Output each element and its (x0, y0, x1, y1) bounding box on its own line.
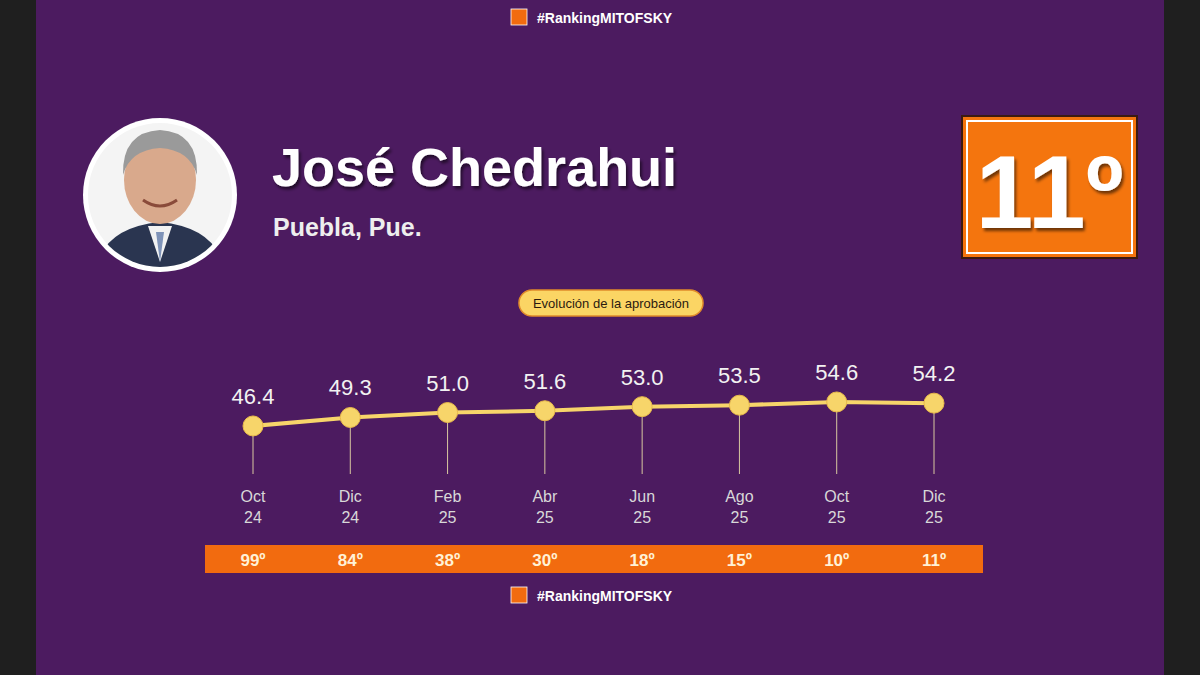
category-line: Feb (434, 488, 462, 505)
outer-background (0, 0, 1200, 675)
category-line: Jun (629, 488, 655, 505)
title-pill: Evolución de la aprobación (519, 290, 703, 316)
data-label: 46.4 (232, 384, 275, 409)
marker (340, 407, 360, 427)
ranks-bar: 99º 84º 38º 30º 18º 15º 10º 11º (205, 545, 983, 573)
rank-label: 10º (824, 551, 849, 570)
category-line: 24 (244, 509, 262, 526)
hashtag-square (511, 9, 527, 25)
hair (123, 130, 197, 175)
marker (729, 395, 749, 415)
data-label: 53.5 (718, 363, 761, 388)
category-label: Oct 25 (824, 488, 849, 526)
category-line: Ago (725, 488, 754, 505)
chart-title: Evolución de la aprobación (533, 296, 689, 311)
data-labels: 46.4 49.3 51.0 51.6 53.0 53.5 54.6 54.2 (232, 360, 956, 409)
rank-label: 99º (240, 551, 265, 570)
rank-label: 38º (435, 551, 460, 570)
hashtag: #RankingMITOFSKY (511, 9, 673, 26)
rank: 11º (976, 134, 1124, 250)
hashtag: #RankingMITOFSKY (511, 587, 673, 604)
rank-label: 30º (532, 551, 557, 570)
marker (632, 397, 652, 417)
category-label: Oct 24 (241, 488, 266, 526)
rank-box-border (967, 121, 1132, 253)
category-line: 25 (925, 509, 943, 526)
category-line: Dic (339, 488, 362, 505)
data-label: 54.6 (815, 360, 858, 385)
location: Puebla, Pue. (273, 213, 422, 241)
data-label: 54.2 (913, 361, 956, 386)
smile (143, 200, 177, 206)
category-line: 25 (731, 509, 749, 526)
category-line: Abr (532, 488, 558, 505)
marker (924, 393, 944, 413)
marker (535, 401, 555, 421)
rank-label: 11º (922, 551, 946, 570)
category-line: 25 (828, 509, 846, 526)
photo-inner (80, 115, 240, 275)
data-label: 49.3 (329, 375, 372, 400)
category-label: Abr 25 (532, 488, 558, 526)
marker (243, 416, 263, 436)
hashtag-text: #RankingMITOFSKY (537, 10, 673, 26)
category-line: Oct (241, 488, 266, 505)
category-line: 25 (439, 509, 457, 526)
suit (95, 222, 225, 275)
marker (438, 403, 458, 423)
category-line: Oct (824, 488, 849, 505)
category-line: 24 (341, 509, 359, 526)
photo-ground (80, 115, 240, 275)
rank-box: 11º (962, 116, 1137, 258)
panel-background (36, 0, 1164, 675)
rank-label: 15º (727, 551, 752, 570)
category-line: 25 (633, 509, 651, 526)
tie (156, 232, 164, 262)
drop-line (836, 402, 837, 474)
category-label: Dic 24 (339, 488, 362, 526)
photo (80, 115, 240, 275)
pill (519, 290, 703, 316)
canvas: #RankingMITOFSKY José Chedrahui Puebla, Pu… (0, 0, 1200, 675)
rank-label: 18º (630, 551, 655, 570)
category-label: Ago 25 (725, 488, 754, 526)
hashtag-text: #RankingMITOFSKY (537, 588, 673, 604)
drop-lines (253, 402, 934, 474)
name: José Chedrahui (272, 137, 677, 197)
ranks-bar-fill (205, 545, 983, 573)
data-label: 51.6 (523, 369, 566, 394)
category-line: 25 (536, 509, 554, 526)
hashtag-square (511, 587, 527, 603)
category-label: Feb 25 (434, 488, 462, 526)
data-label: 53.0 (621, 365, 664, 390)
category-line: Dic (922, 488, 945, 505)
drop-line (934, 403, 935, 474)
category-label: Jun 25 (629, 488, 655, 526)
category-label: Dic 25 (922, 488, 945, 526)
shirt (148, 226, 172, 262)
category-labels: Oct 24 Dic 24 Feb 25 Abr 25 Jun 25 Ago 25 Oct 25 Dic 25 (241, 488, 946, 526)
marker (827, 392, 847, 412)
data-label: 51.0 (426, 371, 469, 396)
rank-label: 84º (338, 551, 363, 570)
rank-box-fill (962, 116, 1137, 258)
